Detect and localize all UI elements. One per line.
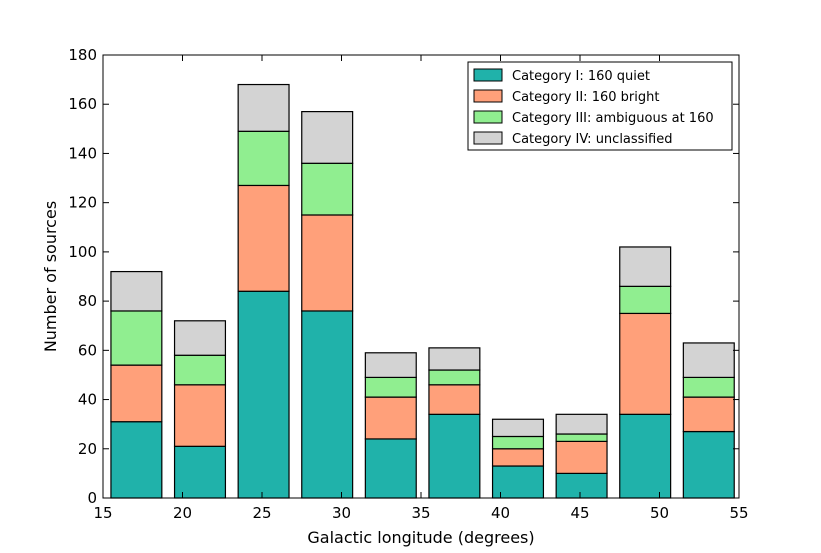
bar-segment-10-series-4 — [682, 342, 735, 379]
y-tick-label: 100 — [68, 243, 97, 261]
legend: Category I: 160 quiet Category II: 160 br… — [467, 61, 733, 151]
bar-segment-5-series-1 — [364, 438, 417, 499]
bar-segment-4-series-3 — [301, 162, 354, 216]
bar-segment-6-series-4 — [428, 347, 481, 371]
bar-segment-10-series-2 — [682, 396, 735, 433]
legend-label: Category IV: unclassified — [512, 132, 673, 147]
x-tick-label: 40 — [491, 504, 510, 522]
y-axis-label: Number of sources — [41, 201, 60, 352]
bar-segment-9-series-1 — [619, 413, 672, 499]
bar-segment-10-series-3 — [682, 376, 735, 398]
bar-segment-2-series-1 — [173, 445, 227, 499]
y-tick-label: 0 — [87, 489, 97, 507]
bar-segment-7-series-1 — [491, 465, 545, 499]
y-tick-label: 20 — [78, 440, 97, 458]
bar-segment-3-series-2 — [237, 184, 290, 292]
bar-segment-7-series-4 — [491, 418, 545, 438]
legend-swatch — [473, 68, 503, 82]
bar-segment-8-series-1 — [555, 472, 608, 499]
legend-label: Category I: 160 quiet — [512, 69, 650, 84]
bar-segment-5-series-4 — [364, 352, 417, 379]
bar-segment-9-series-3 — [619, 285, 672, 315]
bar-segment-3-series-3 — [237, 130, 290, 187]
bar-segment-10-series-1 — [682, 430, 735, 499]
y-tick-label: 160 — [68, 95, 97, 113]
bar-segment-2-series-4 — [173, 320, 227, 356]
bar-segment-8-series-3 — [555, 433, 608, 442]
x-axis: 15 20 25 30 35 40 45 50 55 — [93, 55, 749, 522]
bar-segment-2-series-2 — [173, 384, 227, 447]
bar-segment-2-series-3 — [173, 354, 227, 386]
legend-box — [467, 61, 733, 151]
legend-swatch — [473, 89, 503, 103]
bar-segment-1-series-3 — [110, 310, 163, 366]
y-tick-label: 120 — [68, 194, 97, 212]
bar-segment-4-series-2 — [301, 214, 354, 312]
x-tick-label: 20 — [173, 504, 192, 522]
x-tick-label: 30 — [332, 504, 351, 522]
bar-segment-5-series-2 — [364, 396, 417, 440]
legend-label: Category III: ambiguous at 160 — [512, 111, 714, 126]
bar-segment-6-series-2 — [428, 384, 481, 415]
bars-group — [110, 83, 735, 499]
bar-segment-6-series-1 — [428, 413, 481, 499]
y-tick-label: 140 — [68, 144, 97, 162]
x-tick-label: 25 — [252, 504, 271, 522]
bar-segment-4-series-4 — [301, 111, 354, 164]
bar-segment-3-series-1 — [237, 290, 290, 499]
x-tick-label: 35 — [411, 504, 430, 522]
x-tick-label: 55 — [729, 504, 748, 522]
bar-segment-5-series-3 — [364, 376, 417, 398]
bar-segment-1-series-1 — [110, 421, 163, 499]
x-tick-label: 45 — [570, 504, 589, 522]
bar-segment-7-series-3 — [491, 435, 545, 450]
bar-segment-4-series-1 — [301, 310, 354, 499]
y-axis: 0 20 40 60 80 100 120 140 160 180 — [68, 46, 739, 507]
x-tick-label: 15 — [93, 504, 112, 522]
bar-segment-6-series-3 — [428, 369, 481, 386]
y-tick-label: 60 — [78, 341, 97, 359]
bar-segment-8-series-2 — [555, 440, 608, 474]
bar-segment-8-series-4 — [555, 413, 608, 435]
legend-label: Category II: 160 bright — [512, 90, 659, 105]
legend-swatch — [473, 110, 503, 124]
x-axis-label: Galactic longitude (degrees) — [307, 528, 534, 547]
bar-segment-7-series-2 — [491, 448, 545, 467]
bar-segment-1-series-2 — [110, 364, 163, 423]
y-tick-label: 80 — [78, 292, 97, 310]
y-tick-label: 40 — [78, 391, 97, 409]
bar-segment-9-series-2 — [619, 312, 672, 415]
y-tick-label: 180 — [68, 46, 97, 64]
legend-swatch — [473, 131, 503, 145]
x-tick-label: 50 — [650, 504, 669, 522]
bar-segment-1-series-4 — [110, 270, 163, 312]
bar-segment-3-series-4 — [237, 83, 290, 132]
bar-segment-9-series-4 — [619, 246, 672, 287]
